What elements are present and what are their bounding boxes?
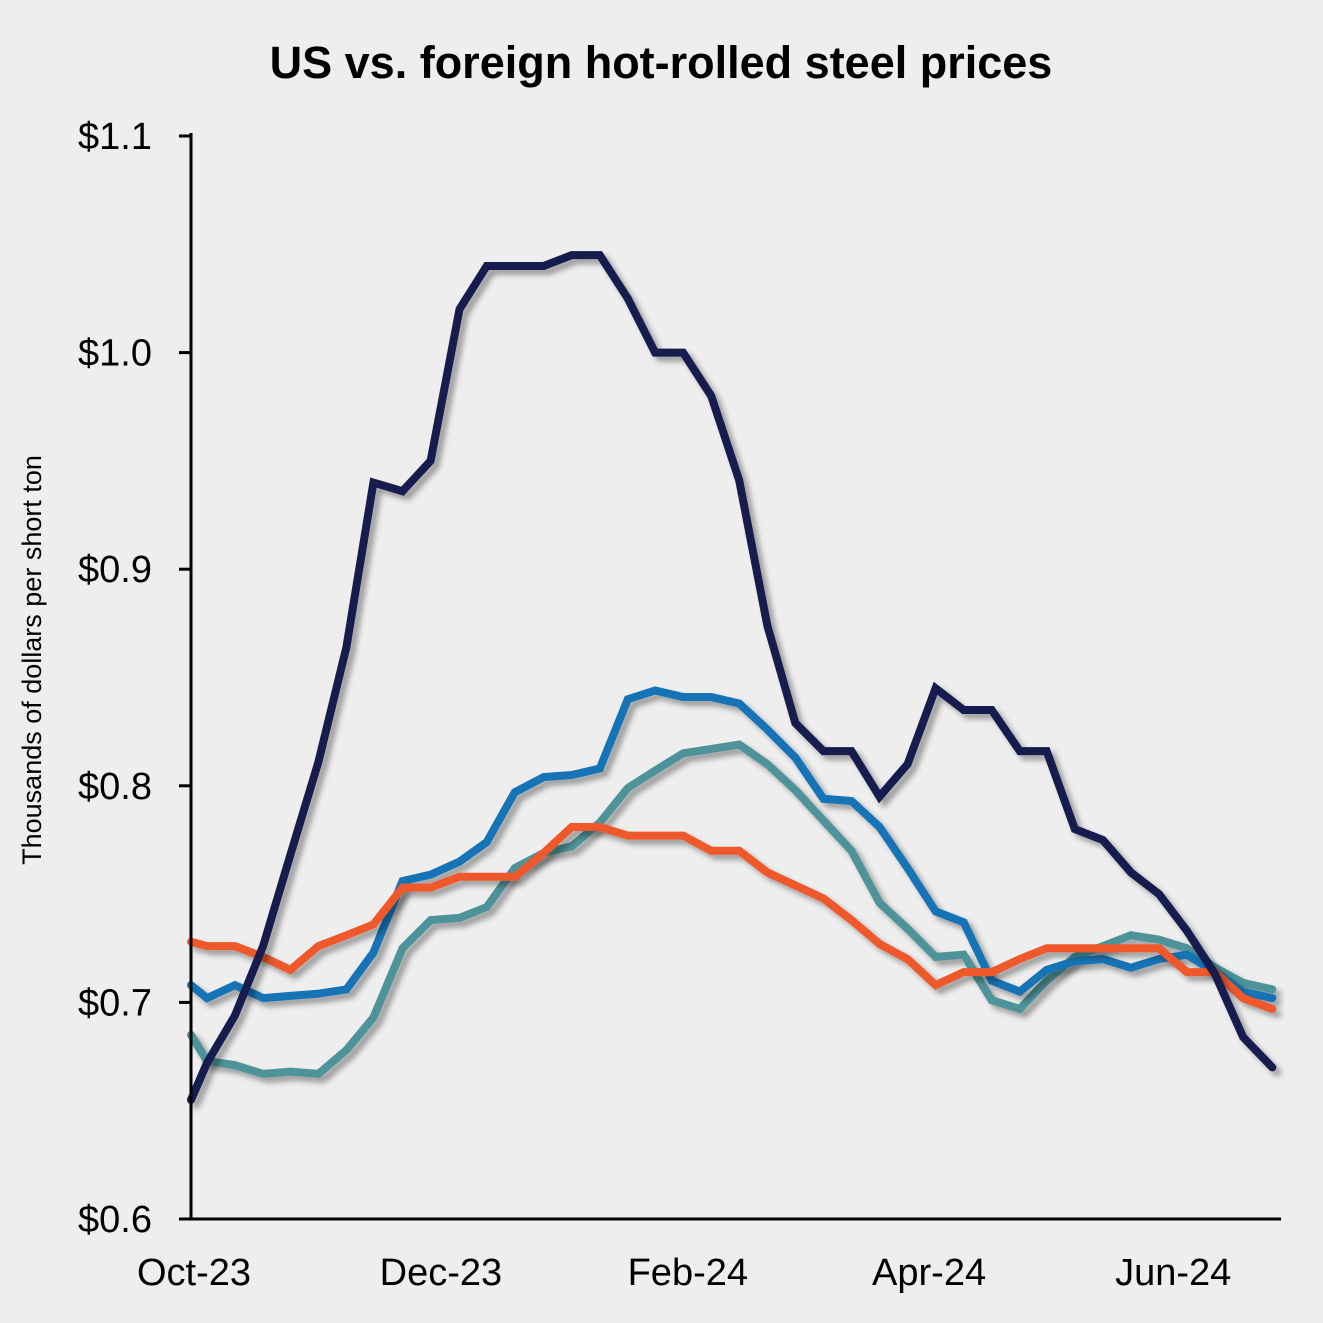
y-tick-label: $0.8 <box>78 766 152 808</box>
y-axis-label: Thousands of dollars per short ton <box>17 455 47 865</box>
series-line-orange <box>187 823 1277 1013</box>
x-tick-label: Oct-23 <box>137 1252 251 1294</box>
x-tick-label: Dec-23 <box>380 1252 503 1294</box>
chart-title: US vs. foreign hot-rolled steel prices <box>270 37 1053 88</box>
series-line-navy <box>187 251 1277 1104</box>
y-tick-label: $1.1 <box>78 116 152 158</box>
x-tick-label: Jun-24 <box>1115 1252 1231 1294</box>
y-tick-label: $0.6 <box>78 1199 152 1241</box>
x-tick-label: Feb-24 <box>628 1252 748 1294</box>
x-axis-ticks: Oct-23 Dec-23 Feb-24 Apr-24 Jun-24 <box>137 1252 1231 1294</box>
y-tick-label: $0.7 <box>78 982 152 1024</box>
series-line-blue <box>187 686 1277 1003</box>
y-tick-label: $0.9 <box>78 549 152 591</box>
y-tick-label: $1.0 <box>78 333 152 375</box>
y-axis-ticks: $0.6 $0.7 $0.8 $0.9 $1.0 $1.1 <box>78 116 191 1241</box>
series-layer <box>187 251 1277 1104</box>
x-tick-label: Apr-24 <box>872 1252 986 1294</box>
